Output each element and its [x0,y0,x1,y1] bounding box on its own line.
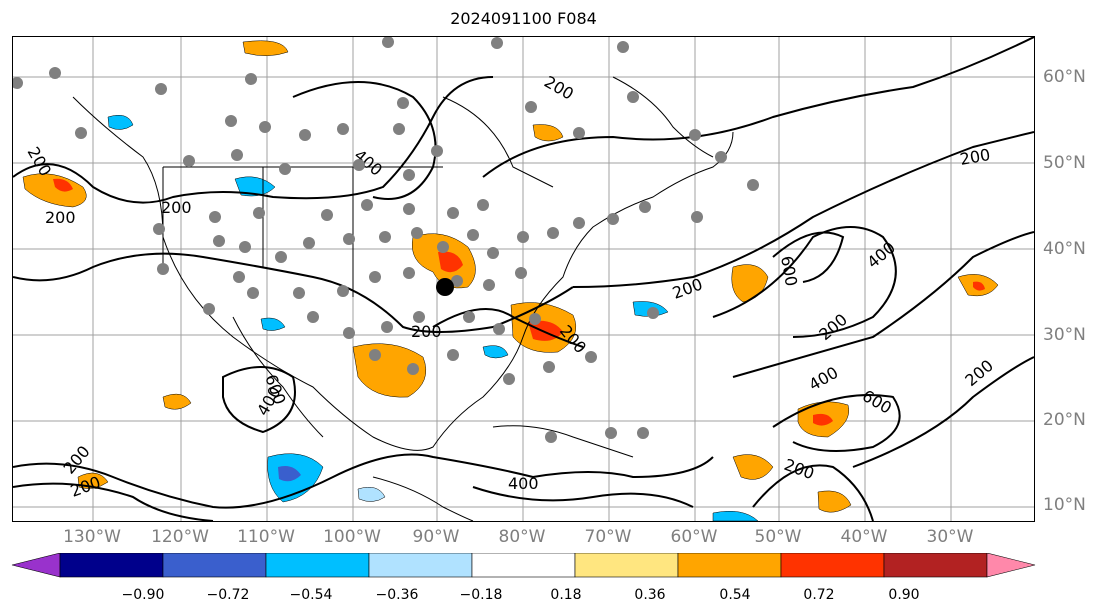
contour-label: 600 [777,254,801,287]
colorbar-extend-high [986,553,1036,578]
lat-label: 10°N [1043,495,1086,515]
colorbar-cells [59,553,988,578]
shaded-field [22,40,999,521]
lon-label: 130°W [63,527,121,547]
colorbar-cell [59,553,164,578]
contour-label: 400 [806,363,842,395]
contour-label: 400 [863,238,899,272]
lat-label: 50°N [1043,153,1086,173]
lon-label: 90°W [412,527,460,547]
lon-label: 70°W [584,527,632,547]
contour-label: 200 [45,208,76,227]
lon-label: 120°W [151,527,209,547]
contour-label: 200 [961,356,997,390]
colorbar-tick-label: 0.54 [719,587,751,603]
colorbar-tick-label: 0.90 [888,587,920,603]
contour-label: 400 [508,474,539,493]
contour-label: 200 [782,455,817,483]
storm-center-marker [436,278,454,296]
colorbar-cell [471,553,576,578]
lon-label: 110°W [237,527,295,547]
gridlines [13,37,1034,521]
colorbar [11,553,1036,578]
coastlines [72,76,734,521]
lon-label: 30°W [926,527,974,547]
colorbar-tick-label: −0.18 [459,587,503,603]
lon-label: 100°W [323,527,381,547]
colorbar-tick-label: −0.72 [206,587,250,603]
contour-lines [13,37,1034,521]
lon-label: 50°W [754,527,802,547]
map-title: 2024091100 F084 [450,9,597,28]
lon-label: 40°W [840,527,888,547]
contour-label: 600 [859,386,895,418]
colorbar-cell [265,553,370,578]
colorbar-cell [780,553,885,578]
colorbar-tick-label: 0.18 [550,587,582,603]
colorbar-tick-label: 0.36 [634,587,666,603]
contour-label: 200 [60,442,94,478]
colorbar-tick-label: −0.54 [289,587,333,603]
contour-label: 200 [815,310,851,344]
colorbar-extend-low [11,553,61,578]
colorbar-cell [677,553,782,578]
contour-label: 200 [161,198,192,217]
lon-label: 80°W [498,527,546,547]
colorbar-cell [162,553,267,578]
map-canvas: 200 200 200 400 200 200 600 400 200 200 … [13,37,1034,521]
colorbar-tick-label: −0.90 [121,587,165,603]
contour-label: 200 [958,145,991,169]
colorbar-tick-label: 0.72 [803,587,835,603]
map-panel: 200 200 200 400 200 200 600 400 200 200 … [12,36,1035,522]
colorbar-cell [368,553,473,578]
lat-label: 40°N [1043,239,1086,259]
lat-label: 60°N [1043,67,1086,87]
colorbar-tick-label: −0.36 [375,587,419,603]
contour-label-group: 200 200 200 400 200 200 600 400 200 200 … [24,72,997,501]
colorbar-cell [574,553,679,578]
lon-label: 60°W [670,527,718,547]
contour-label: 200 [411,322,442,341]
lat-label: 20°N [1043,410,1086,430]
contour-label: 200 [670,274,705,302]
lat-label: 30°N [1043,325,1086,345]
colorbar-cell [883,553,988,578]
station-markers [13,37,759,443]
